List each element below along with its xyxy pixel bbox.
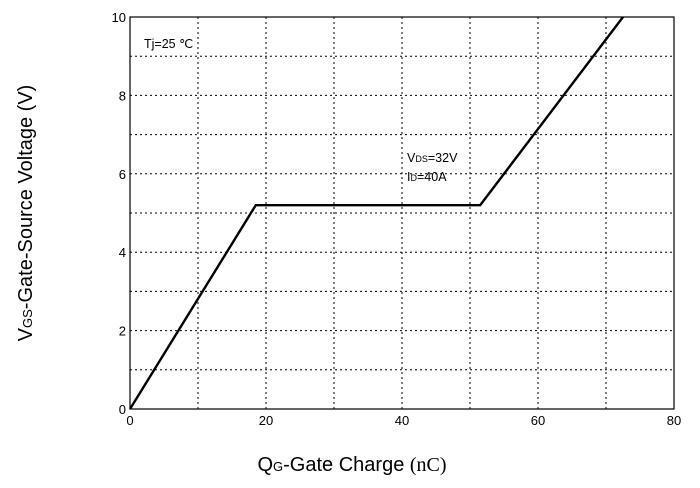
y-tick-label: 4 [119, 245, 126, 260]
y-tick-label: 2 [119, 324, 126, 339]
y-tick-label: 0 [119, 402, 126, 417]
y-tick-label: 8 [119, 88, 126, 103]
y-axis-title: VGS-Gate-Source Voltage (V) [15, 85, 37, 342]
gate-charge-curve [128, 16, 624, 410]
annotation-id: ID=40A [407, 170, 447, 184]
annotation-vds: VDS=32V [407, 151, 458, 165]
x-tick-labels: 0 20 40 60 80 [126, 413, 681, 428]
x-tick-label: 20 [259, 413, 273, 428]
x-tick-label: 40 [395, 413, 409, 428]
x-axis-title: QG-Gate Charge (nC) [257, 454, 446, 476]
y-tick-label: 10 [112, 10, 126, 25]
y-tick-labels: 0 2 4 6 8 10 [112, 10, 126, 417]
plot-frame [129, 16, 675, 410]
grid [130, 17, 674, 409]
y-tick-label: 6 [119, 167, 126, 182]
x-tick-label: 0 [126, 413, 133, 428]
x-tick-label: 80 [667, 413, 681, 428]
annotation-tj: Tj=25 ℃ [144, 37, 193, 51]
x-tick-label: 60 [531, 413, 545, 428]
